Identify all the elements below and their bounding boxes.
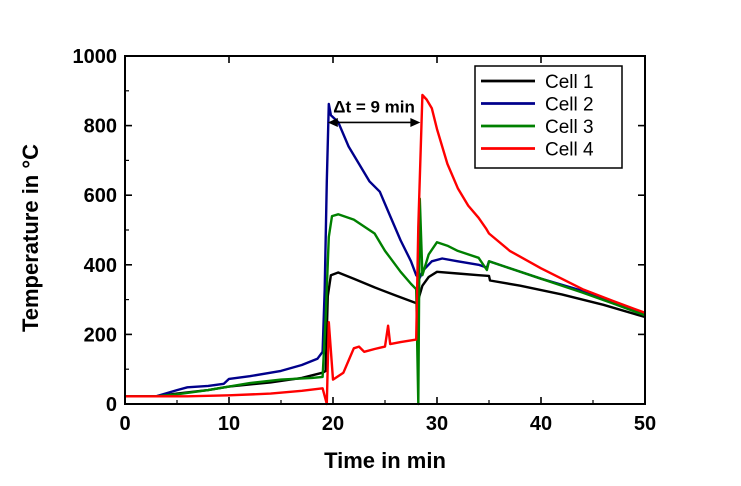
series-line-cell-4 (125, 93, 646, 406)
legend-box (474, 65, 623, 169)
x-axis-title: Time in min (324, 448, 446, 473)
x-tick-label: 50 (634, 413, 656, 435)
y-tick-label: 200 (84, 324, 117, 346)
y-axis-title: Temperature in °C (18, 144, 43, 332)
legend-label-cell-1: Cell 1 (545, 72, 594, 93)
x-tick-label: 10 (218, 413, 240, 435)
x-tick-label: 0 (119, 413, 130, 435)
series-line-cell-1 (125, 270, 646, 398)
x-tick-label: 40 (530, 413, 552, 435)
delta-t-annotation: Δt = 9 min (327, 97, 421, 127)
legend-label-cell-4: Cell 4 (545, 140, 594, 161)
legend-label-cell-3: Cell 3 (545, 117, 594, 138)
x-tick-label: 30 (426, 413, 448, 435)
series-line-cell-3 (125, 197, 646, 406)
y-tick-label: 1000 (73, 46, 118, 68)
y-tick-label: 400 (84, 255, 117, 277)
x-tick-label: 20 (322, 413, 344, 435)
arrow-head-left (327, 117, 338, 127)
legend-label-cell-2: Cell 2 (545, 95, 594, 116)
y-tick-label: 800 (84, 116, 117, 138)
delta-t-label: Δt = 9 min (333, 97, 415, 116)
plot-area-frame (124, 55, 646, 405)
arrow-head-right (410, 117, 421, 127)
y-tick-label: 600 (84, 185, 117, 207)
y-tick-label: 0 (106, 394, 117, 416)
